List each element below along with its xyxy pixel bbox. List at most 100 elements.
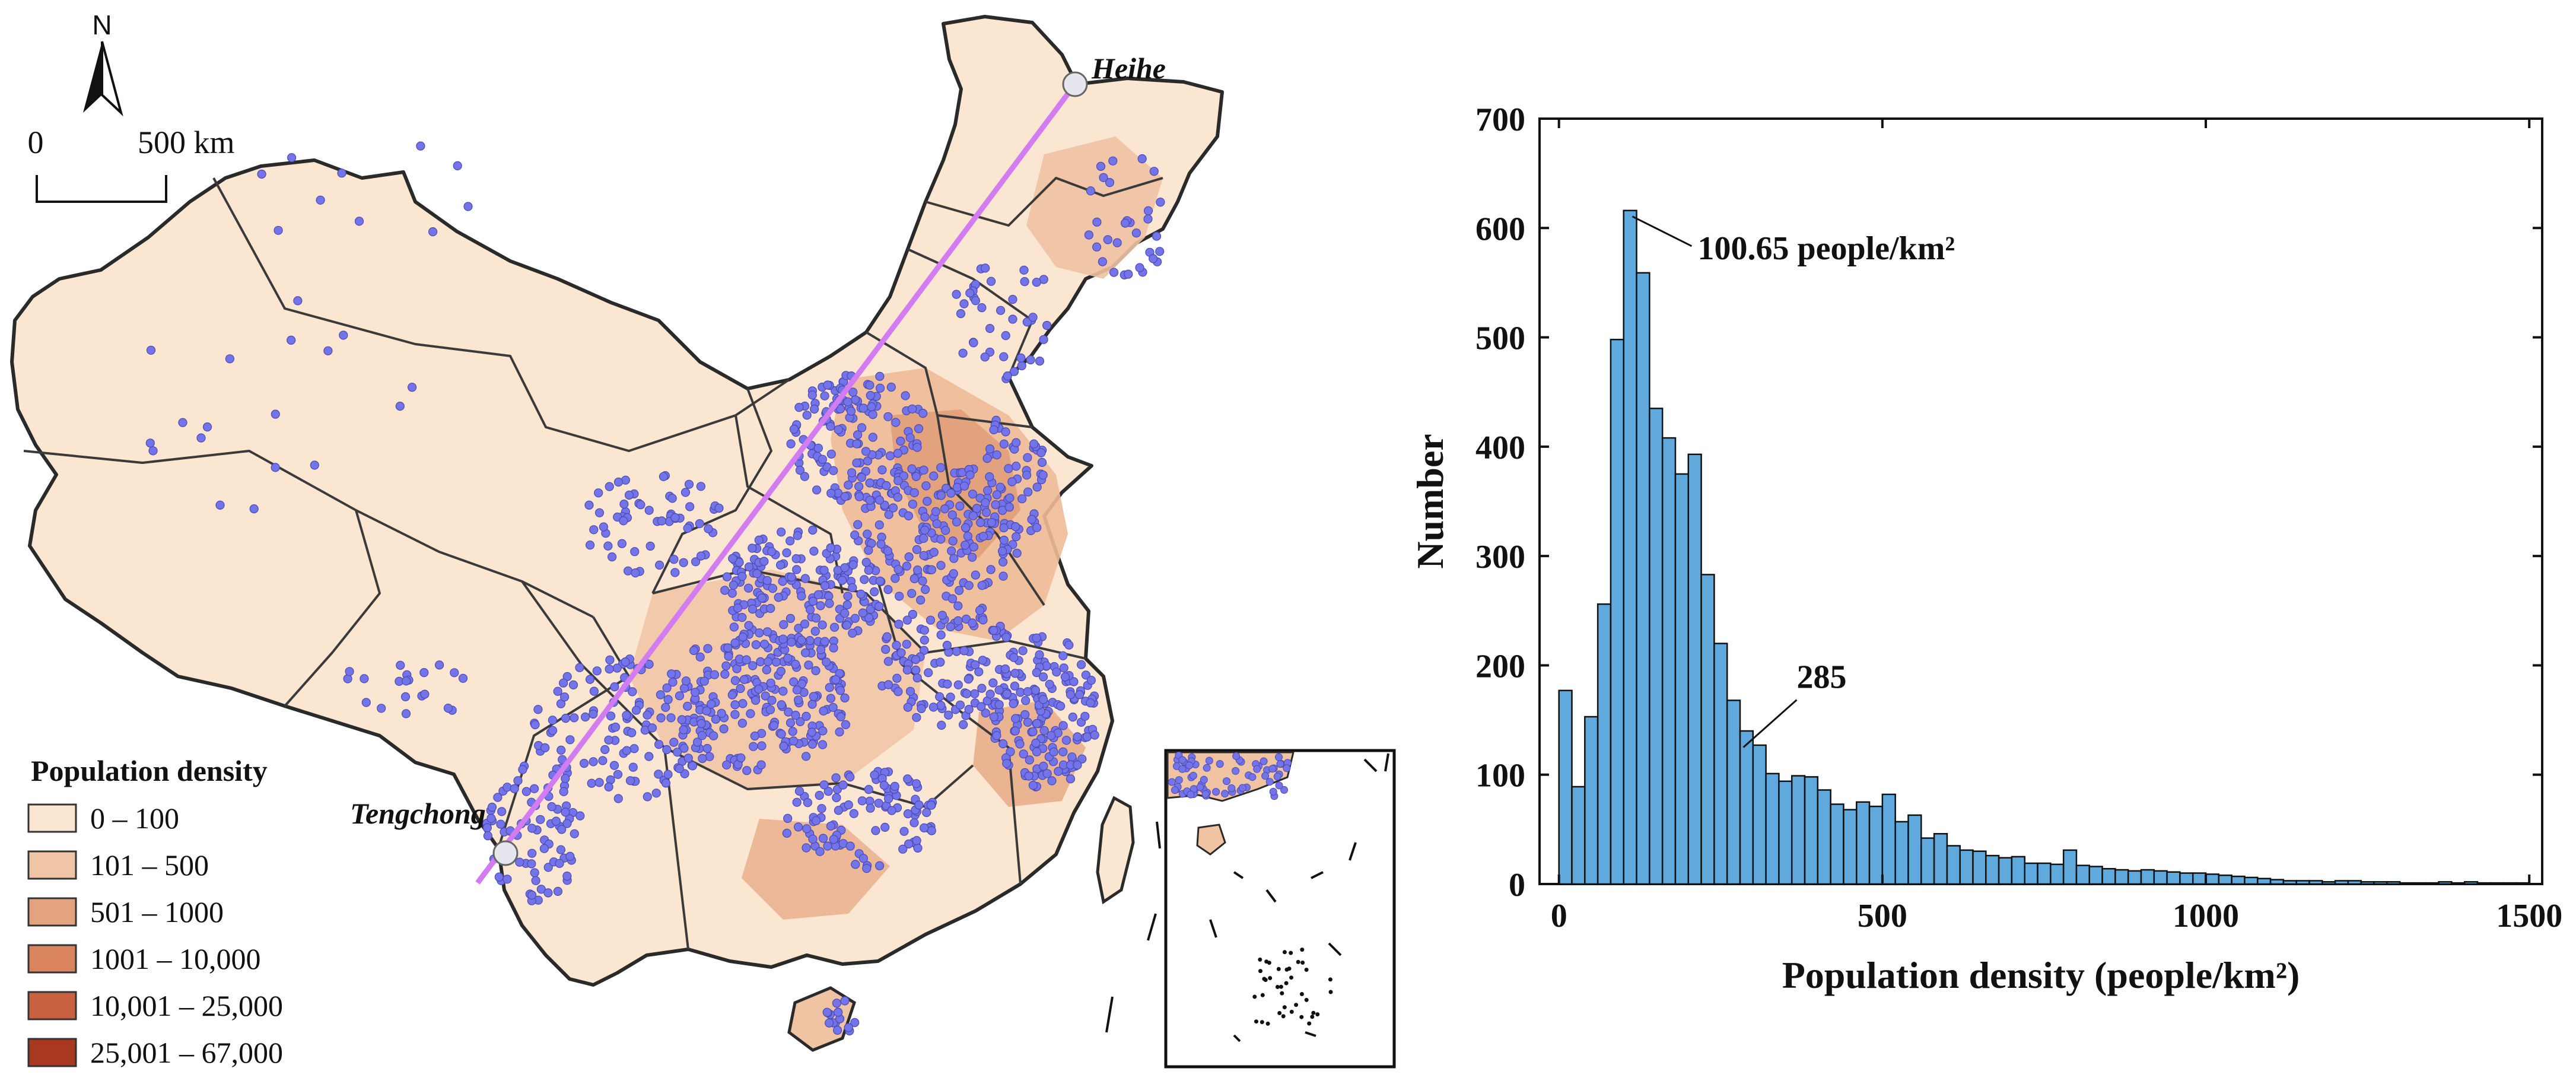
histogram-bar (2360, 881, 2375, 885)
survey-point (819, 565, 829, 575)
survey-point (944, 710, 953, 720)
survey-point (659, 472, 669, 481)
survey-point (874, 495, 885, 505)
survey-point (670, 568, 680, 577)
sea-boundary-ticks (1105, 821, 1161, 1033)
survey-point (771, 657, 781, 667)
survey-point (580, 712, 590, 722)
histogram-bar (1765, 772, 1780, 885)
histogram-bar (2373, 881, 2388, 885)
survey-point (663, 770, 673, 779)
survey-point (605, 655, 615, 665)
survey-point (742, 655, 751, 665)
survey-point (777, 729, 786, 739)
survey-point (711, 714, 721, 724)
survey-point (667, 669, 676, 679)
inset-island (1289, 1009, 1294, 1014)
survey-point (847, 468, 857, 478)
survey-point (815, 847, 825, 856)
survey-point (1019, 749, 1028, 759)
survey-point (536, 885, 546, 894)
survey-point (661, 702, 670, 712)
survey-point (654, 770, 663, 779)
survey-point (273, 225, 283, 235)
survey-point (1098, 257, 1108, 266)
survey-point (695, 652, 705, 662)
survey-point (1105, 178, 1115, 187)
survey-point (896, 436, 905, 446)
survey-point (860, 575, 869, 584)
histogram-bar (2425, 882, 2440, 885)
survey-point (791, 659, 800, 669)
histogram-bar (1972, 850, 1987, 885)
survey-point (1086, 186, 1096, 196)
survey-point (396, 660, 405, 670)
survey-point (1019, 265, 1029, 275)
histogram-bar (2308, 880, 2323, 885)
survey-point (875, 371, 885, 381)
survey-point (766, 678, 775, 688)
survey-point (843, 592, 853, 601)
survey-point (918, 576, 927, 586)
survey-point (1029, 439, 1039, 449)
survey-point (801, 752, 811, 761)
survey-point (643, 792, 652, 802)
survey-point (927, 565, 937, 574)
survey-point (832, 999, 842, 1008)
survey-point (1015, 739, 1025, 749)
survey-point (702, 743, 712, 753)
survey-point (540, 743, 550, 753)
survey-point (816, 601, 825, 611)
inset-island (1275, 985, 1280, 989)
survey-point (645, 541, 655, 551)
survey-point (831, 675, 841, 685)
survey-point (1002, 689, 1012, 699)
survey-point (754, 535, 764, 545)
survey-point (754, 684, 764, 694)
survey-point (978, 615, 988, 625)
survey-point (829, 643, 838, 653)
survey-point (854, 482, 864, 491)
survey-point (1038, 695, 1048, 704)
survey-point (757, 741, 767, 751)
survey-point (683, 523, 692, 533)
scale-bar: 0 500 km (28, 125, 235, 203)
survey-point (703, 644, 713, 653)
survey-point (811, 613, 821, 623)
survey-point (810, 627, 820, 636)
survey-point (536, 815, 545, 824)
survey-point (510, 784, 519, 794)
survey-point (518, 765, 527, 774)
survey-point (662, 745, 672, 755)
survey-point (986, 276, 996, 286)
survey-point (1232, 767, 1240, 775)
survey-point (853, 520, 863, 529)
survey-point (287, 153, 297, 163)
survey-point (746, 709, 755, 718)
survey-point (562, 871, 572, 881)
survey-point (958, 720, 968, 730)
survey-point (1026, 355, 1035, 365)
survey-point (1058, 651, 1068, 660)
survey-point (880, 822, 890, 832)
survey-point (1010, 726, 1020, 736)
survey-point (861, 466, 871, 476)
histogram-bar (1804, 776, 1819, 885)
legend-swatch (27, 1038, 77, 1067)
survey-point (794, 786, 804, 796)
survey-point (1196, 783, 1204, 791)
survey-point (1032, 633, 1041, 643)
survey-point (783, 653, 793, 663)
survey-point (861, 447, 871, 456)
survey-point (858, 854, 869, 863)
survey-point (846, 406, 856, 416)
inset-island (1265, 1021, 1270, 1026)
survey-point (920, 525, 930, 535)
survey-point (886, 382, 896, 392)
survey-point (1004, 464, 1013, 473)
survey-point (914, 800, 924, 810)
survey-point (463, 202, 473, 211)
survey-point (1086, 675, 1096, 685)
survey-point (570, 829, 579, 838)
survey-point (643, 710, 652, 720)
